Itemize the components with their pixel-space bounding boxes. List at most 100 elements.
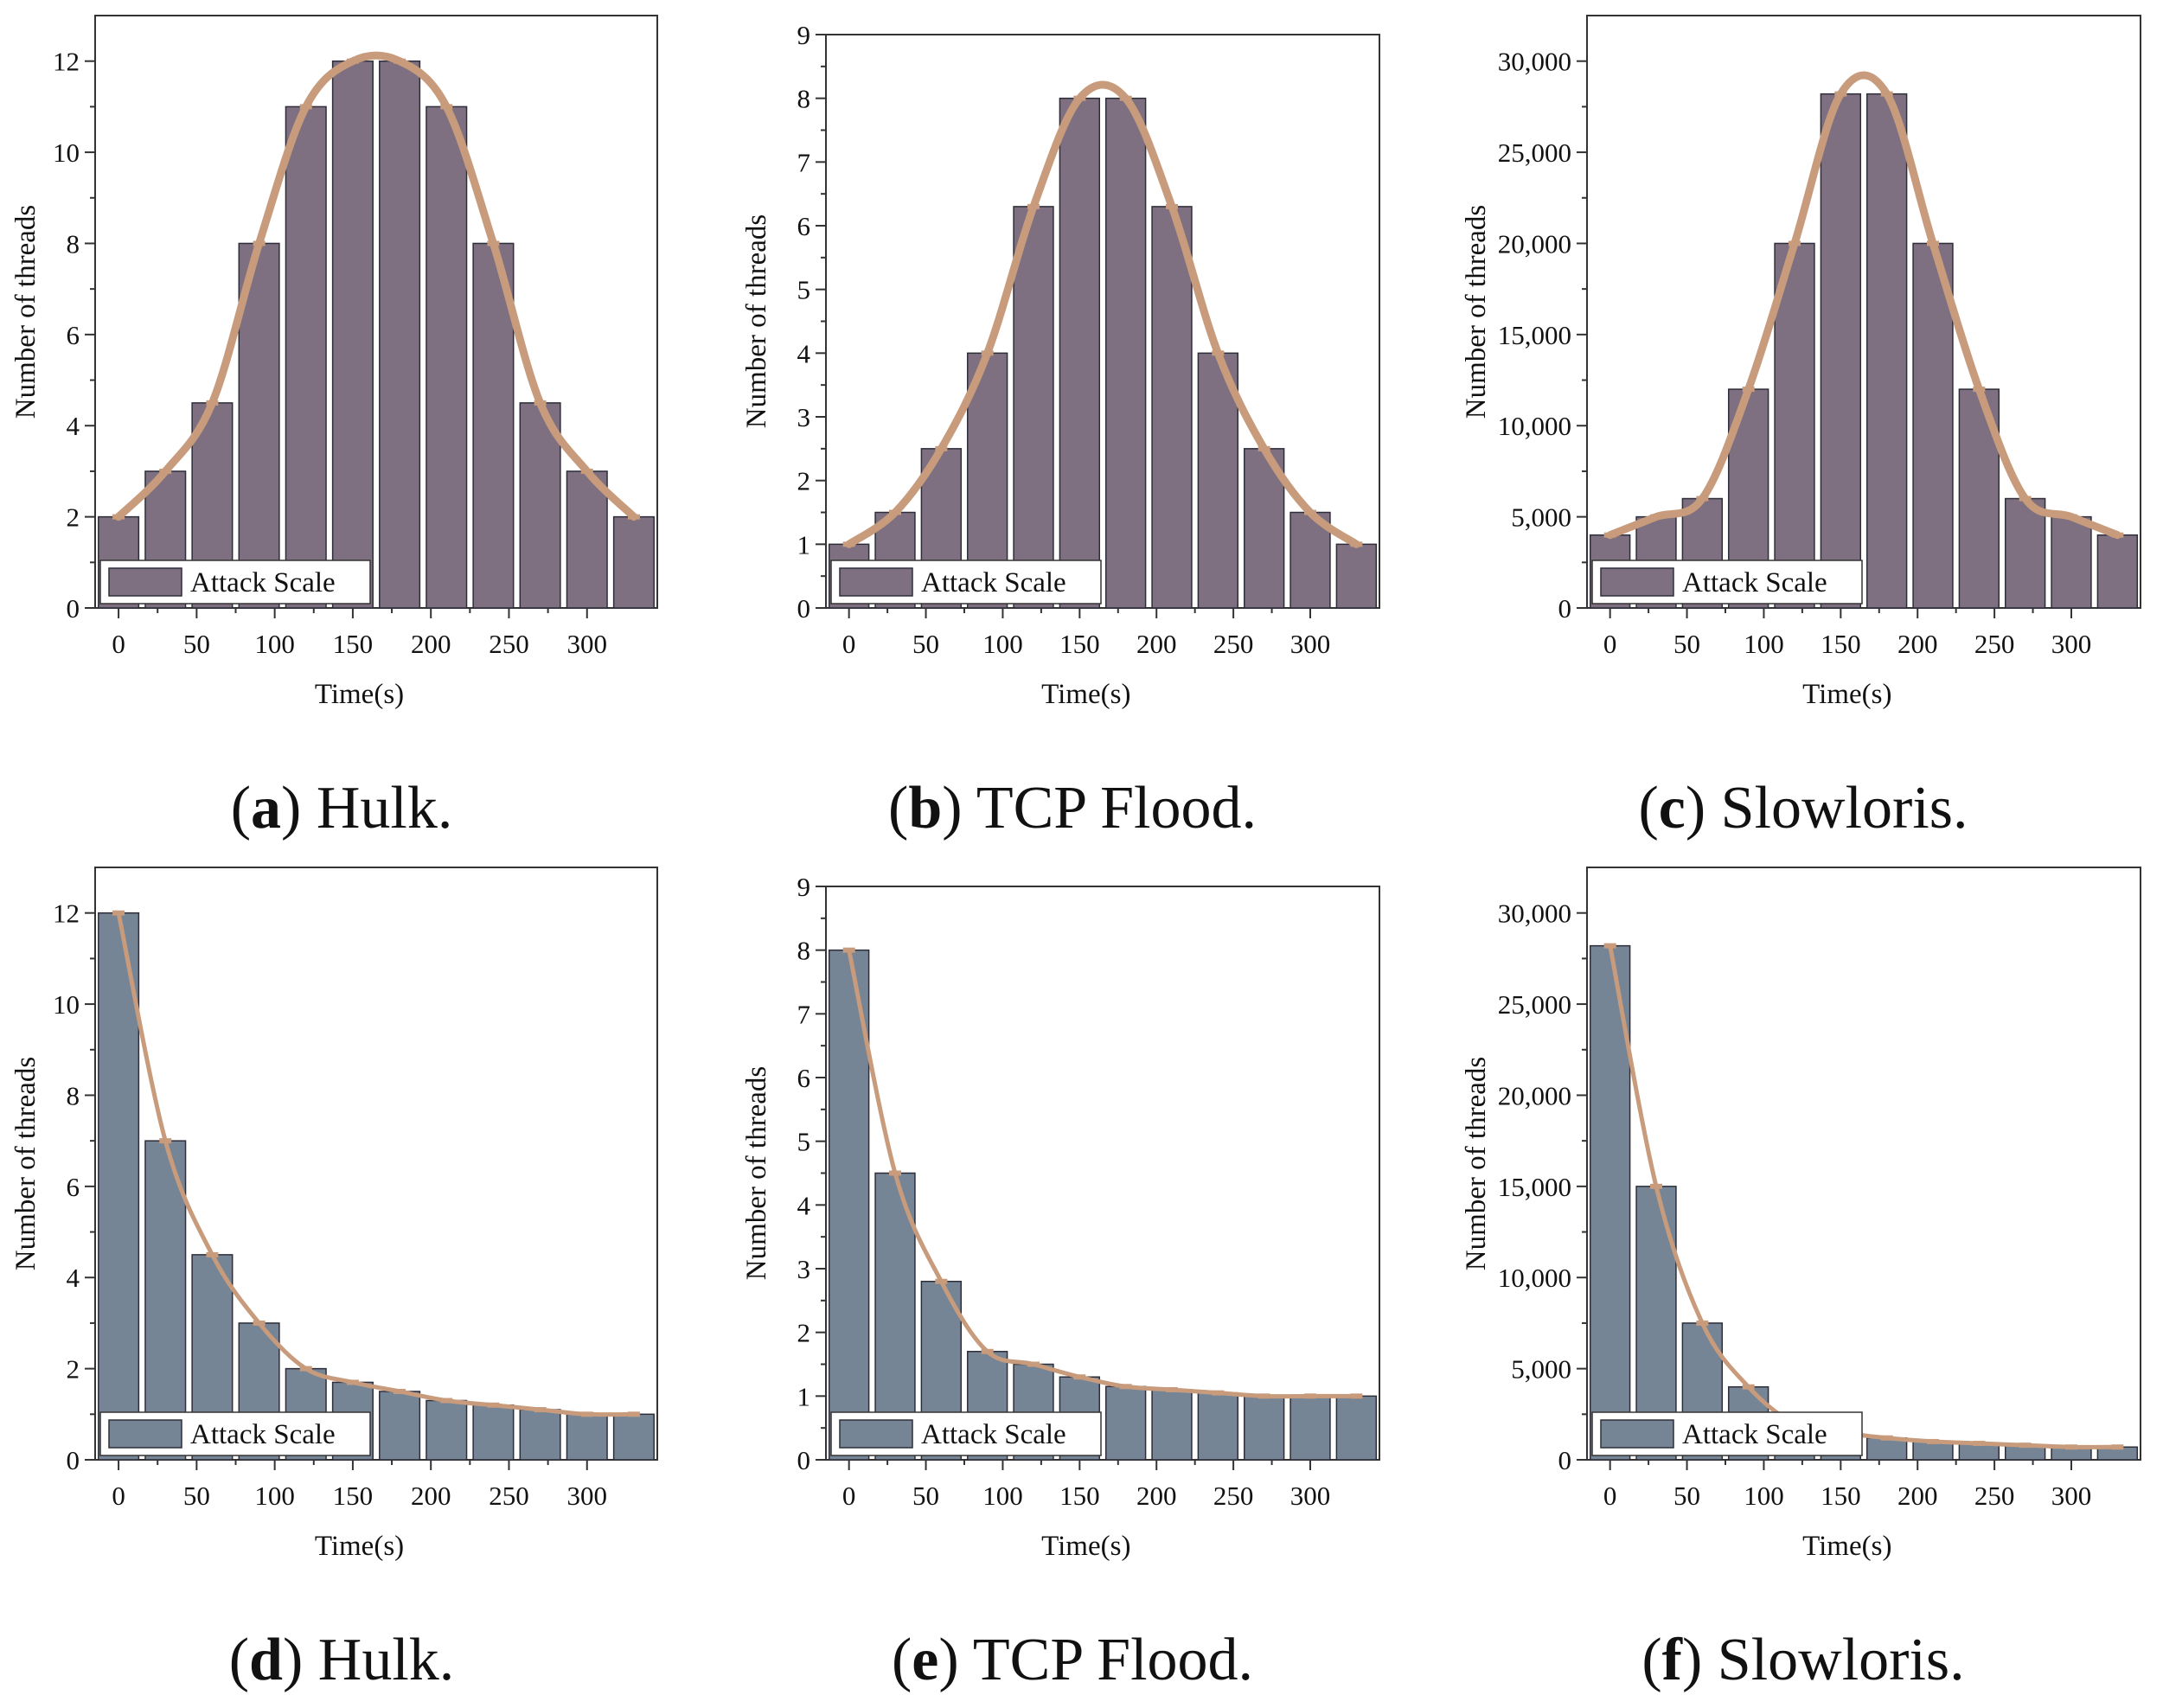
y-tick-label: 0	[67, 1445, 80, 1475]
bar	[331, 60, 374, 609]
legend-swatch	[1600, 1419, 1674, 1449]
chart-e: 0 1 2 3 4 5 6 7 8 9 0 50 100 150 200 250 300 Time(s) Numbe…	[741, 872, 1380, 1562]
y-tick-label: 15,000	[1498, 1172, 1571, 1202]
x-axis-label: Time(s)	[1802, 1531, 1891, 1562]
y-tick-label: 2	[797, 1318, 811, 1348]
bar	[1104, 97, 1147, 609]
y-tick-label: 20,000	[1498, 228, 1571, 259]
x-tick-label: 200	[411, 1481, 451, 1511]
y-tick-label: 6	[797, 211, 811, 241]
bar	[2004, 497, 2046, 609]
x-tick-label: 250	[1974, 1481, 2015, 1511]
x-tick-label: 200	[411, 629, 451, 659]
x-axis-label: Time(s)	[315, 679, 404, 710]
legend-swatch	[108, 1419, 182, 1449]
y-tick-label: 1	[797, 1381, 811, 1411]
bar	[1151, 206, 1193, 609]
y-tick-label: 2	[797, 466, 811, 496]
x-tick-label: 200	[1897, 1481, 1938, 1511]
bar	[1912, 242, 1954, 609]
x-axis-label: Time(s)	[315, 1531, 404, 1562]
x-tick-label: 0	[842, 629, 856, 659]
legend: Attack Scale	[830, 1411, 1102, 1456]
y-tick-label: 10	[53, 989, 80, 1020]
y-tick-label: 5	[797, 275, 811, 305]
y-tick-label: 8	[67, 1080, 80, 1110]
bar	[566, 1413, 608, 1461]
legend-label: Attack Scale	[190, 567, 336, 598]
legend-swatch	[839, 1419, 913, 1449]
legend-label: Attack Scale	[190, 1419, 336, 1450]
x-tick-label: 200	[1136, 1481, 1177, 1511]
y-axis-label: Number of threads	[741, 214, 772, 428]
bar	[2096, 534, 2139, 609]
y-tick-label: 6	[67, 1172, 80, 1202]
legend: Attack Scale	[99, 1411, 371, 1456]
y-axis-label: Number of threads	[10, 1057, 42, 1270]
bar	[1289, 1395, 1331, 1461]
legend-label: Attack Scale	[921, 1419, 1066, 1450]
x-axis-label: Time(s)	[1802, 679, 1891, 710]
caption-f: (f) Slowloris.	[1641, 1627, 1965, 1693]
bar	[519, 1409, 561, 1461]
bar	[519, 402, 561, 609]
y-tick-label: 10,000	[1498, 1263, 1571, 1293]
bar	[1820, 93, 1862, 609]
legend-swatch	[108, 567, 182, 597]
y-tick-label: 30,000	[1498, 47, 1571, 77]
y-tick-label: 7	[797, 999, 811, 1029]
x-tick-label: 300	[567, 1481, 608, 1511]
chart-b: 0 1 2 3 4 5 6 7 8 9 0 50 100 150 200 250 300 Time(s) Numbe…	[741, 20, 1380, 710]
caption-c: (c) Slowloris.	[1638, 775, 1968, 841]
caption-b: (b) TCP Flood.	[888, 775, 1257, 841]
x-tick-label: 100	[982, 1481, 1023, 1511]
legend: Attack Scale	[99, 560, 371, 605]
bar	[1865, 1436, 1908, 1461]
y-tick-label: 2	[67, 502, 80, 533]
y-tick-label: 0	[1558, 1445, 1572, 1475]
y-tick-label: 0	[67, 593, 80, 624]
y-tick-label: 2	[67, 1354, 80, 1385]
y-tick-label: 4	[797, 338, 811, 368]
y-tick-label: 5,000	[1511, 1354, 1571, 1385]
bar	[379, 60, 421, 609]
bar	[472, 1404, 515, 1461]
x-axis-label: Time(s)	[1041, 1531, 1130, 1562]
y-tick-label: 5	[797, 1127, 811, 1157]
y-axis-label: Number of threads	[1461, 205, 1492, 419]
x-tick-label: 0	[1603, 629, 1617, 659]
bar	[1059, 97, 1101, 609]
bar	[1865, 93, 1908, 609]
bar	[1589, 944, 1631, 1461]
fit-curve	[1606, 71, 2121, 540]
y-tick-label: 12	[53, 899, 80, 929]
y-tick-label: 0	[797, 593, 811, 624]
x-tick-label: 150	[333, 1481, 374, 1511]
legend: Attack Scale	[830, 560, 1102, 605]
bar	[426, 1399, 468, 1461]
x-tick-label: 100	[1744, 629, 1784, 659]
x-tick-label: 100	[1744, 1481, 1784, 1511]
y-tick-label: 12	[53, 47, 80, 77]
legend-swatch	[839, 567, 913, 597]
bar	[285, 106, 327, 609]
y-tick-label: 6	[67, 320, 80, 350]
x-tick-label: 100	[254, 1481, 295, 1511]
x-tick-label: 50	[183, 1481, 210, 1511]
y-tick-label: 3	[797, 402, 811, 432]
x-tick-label: 200	[1136, 629, 1177, 659]
bar	[1151, 1389, 1193, 1461]
bar	[426, 106, 468, 609]
x-tick-label: 300	[2051, 629, 2092, 659]
bar	[1243, 1395, 1285, 1461]
x-tick-label: 0	[112, 1481, 125, 1511]
x-tick-label: 100	[982, 629, 1023, 659]
y-tick-label: 30,000	[1498, 899, 1571, 929]
y-tick-label: 4	[67, 411, 80, 441]
plot-frame	[94, 15, 658, 609]
y-tick-label: 0	[1558, 593, 1572, 624]
y-tick-label: 15,000	[1498, 320, 1571, 350]
y-tick-label: 10,000	[1498, 411, 1571, 441]
y-axis-label: Number of threads	[1461, 1057, 1492, 1270]
bar	[1013, 206, 1054, 609]
